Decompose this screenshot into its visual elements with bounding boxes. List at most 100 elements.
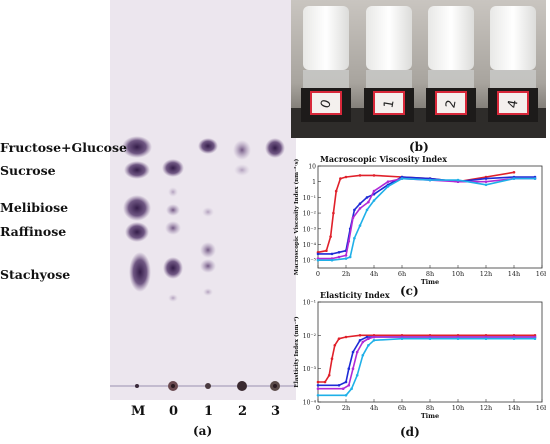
elasticity-series-3-point <box>361 354 365 357</box>
viscosity-xtick-label: 14h <box>508 270 520 278</box>
viscosity-ytick-label: 10⁻⁵ <box>303 258 317 265</box>
elasticity-xtick-label: 10h <box>452 404 464 412</box>
elasticity-series-2-line <box>318 336 535 390</box>
viscosity-xtick-label: 16h <box>536 270 546 278</box>
elasticity-series-3-point <box>367 344 370 347</box>
elasticity-frame <box>317 301 543 403</box>
lane-label-3: 3 <box>271 404 281 419</box>
viscosity-frame <box>317 165 543 269</box>
viscosity-series-1-point <box>330 252 334 256</box>
viscosity-series-2-point <box>484 180 488 183</box>
viscosity-series-3-point <box>456 178 460 182</box>
lane-label-2: 2 <box>238 404 248 419</box>
viscosity-series-3-point <box>400 177 404 180</box>
viscosity-series-0-point <box>344 175 348 179</box>
viscosity-ytick-label: 10⁻² <box>303 211 317 218</box>
elasticity-series-0-point <box>344 335 348 339</box>
elasticity-xtick-label: 16h <box>536 404 546 412</box>
elasticity-series-2-point <box>367 337 370 340</box>
viscosity-xtick-label: 10h <box>452 270 464 278</box>
viscosity-series-0-point <box>372 174 376 177</box>
caption-b: (b) <box>409 140 429 154</box>
elasticity-ylabel: Elasticity Index (nm⁻²) <box>293 316 300 388</box>
viscosity-series-0-point <box>358 174 362 177</box>
label-raffinose: Raffinose <box>0 224 67 239</box>
viscosity-series-0-point <box>334 189 338 193</box>
viscosity-series-2-point <box>367 200 370 204</box>
chart-viscosity: Macroscopic Viscosity Index 10⁻⁵ 10⁻⁴ 10⁻³ 1… <box>293 154 548 286</box>
elasticity-series-1-point <box>344 380 348 384</box>
viscosity-series-0-point <box>332 211 335 215</box>
viscosity-xtick-label: 8h <box>426 270 434 278</box>
viscosity-series-0-point <box>329 235 332 238</box>
viscosity-series-3-point <box>353 236 356 240</box>
elasticity-xtick-label: 14h <box>508 404 520 412</box>
viscosity-ytick-label: 10⁻⁴ <box>303 242 317 249</box>
lane-label-1: 1 <box>204 404 214 419</box>
elasticity-xtick-label: 8h <box>426 404 434 412</box>
viscosity-series-1-point <box>337 251 341 254</box>
viscosity-series-3-point <box>348 255 352 259</box>
viscosity-ytick-label: 10 <box>308 164 316 171</box>
viscosity-series-3-point <box>330 258 334 262</box>
elasticity-xtick-label: 0 <box>316 404 320 412</box>
viscosity-series-3-point <box>358 224 362 227</box>
viscosity-series-0-point <box>512 171 516 174</box>
elasticity-series-0-point <box>327 374 331 377</box>
viscosity-title: Macroscopic Viscosity Index <box>320 154 447 164</box>
viscosity-series-0-point <box>339 177 342 180</box>
viscosity-series-3-point <box>512 177 516 180</box>
viscosity-series-3-point <box>428 178 432 182</box>
viscosity-series-1-point <box>484 177 488 180</box>
viscosity-series-3-point <box>533 177 537 180</box>
label-fructose-glucose: Fructose+Glucose <box>0 140 127 155</box>
tlc-plate <box>110 0 296 400</box>
viscosity-series-3-point <box>316 258 320 262</box>
elasticity-series-2-point <box>355 350 359 354</box>
elasticity-series-0-point <box>316 380 320 384</box>
elasticity-series-3-point <box>512 337 516 340</box>
viscosity-series-2-point <box>372 189 376 193</box>
vial-label-4: 4 <box>505 99 521 110</box>
elasticity-xtick-label: 2h <box>342 404 350 412</box>
elasticity-series-1-point <box>347 367 351 370</box>
viscosity-series-3-point <box>484 183 488 187</box>
elasticity-series-3-point <box>344 394 348 397</box>
elasticity-series-2-point <box>316 387 320 390</box>
elasticity-series-3-point <box>372 339 376 342</box>
elasticity-ytick-label: 10⁻⁴ <box>303 400 317 407</box>
viscosity-series-2-point <box>344 254 348 257</box>
elasticity-series-0-point <box>358 334 362 337</box>
elasticity-series-3-point <box>428 337 432 340</box>
lane-label-0: 0 <box>169 404 179 419</box>
chart-elasticity: Elasticity Index 10⁻⁴ 10⁻³ 10⁻² 10⁻¹ 0 2h 4h 6h 8… <box>293 290 548 420</box>
elasticity-ytick-label: 10⁻³ <box>303 366 317 373</box>
vial-label-2: 2 <box>443 99 459 110</box>
label-melibiose: Melibiose <box>0 200 69 215</box>
viscosity-series-1-point <box>316 252 320 256</box>
viscosity-series-2-point <box>351 216 355 220</box>
elasticity-series-1-point <box>337 384 341 387</box>
elasticity-series-1-point <box>358 339 362 342</box>
elasticity-ytick-label: 10⁻¹ <box>303 300 316 307</box>
viscosity-series-1-point <box>353 208 356 212</box>
viscosity-series-2-point <box>347 240 351 243</box>
viscosity-series-3-point <box>365 208 369 212</box>
viscosity-series-2-point <box>358 207 362 210</box>
viscosity-xtick-label: 0 <box>316 270 320 278</box>
viscosity-ylabel: Macroscopic Viscosity Index (nm⁻²·s) <box>293 158 300 275</box>
elasticity-series-3-point <box>400 337 404 340</box>
elasticity-series-0-point <box>330 357 334 360</box>
viscosity-series-1-point <box>358 202 362 205</box>
chart-d-wrapper: Elasticity Index 10⁻⁴ 10⁻³ 10⁻² 10⁻¹ 0 2h 4h 6h 8… <box>290 290 548 426</box>
elasticity-series-3-point <box>350 387 353 390</box>
elasticity-series-3-point <box>316 394 320 397</box>
elasticity-series-2-point <box>351 367 355 370</box>
elasticity-series-2-point <box>372 335 376 339</box>
vial-1 <box>364 6 414 122</box>
viscosity-series-2-point <box>386 180 390 183</box>
viscosity-ytick-label: 1 <box>312 179 316 186</box>
elasticity-series-3-point <box>355 374 359 377</box>
elasticity-series-1-point <box>316 384 320 387</box>
elasticity-series-3-point <box>456 337 460 340</box>
